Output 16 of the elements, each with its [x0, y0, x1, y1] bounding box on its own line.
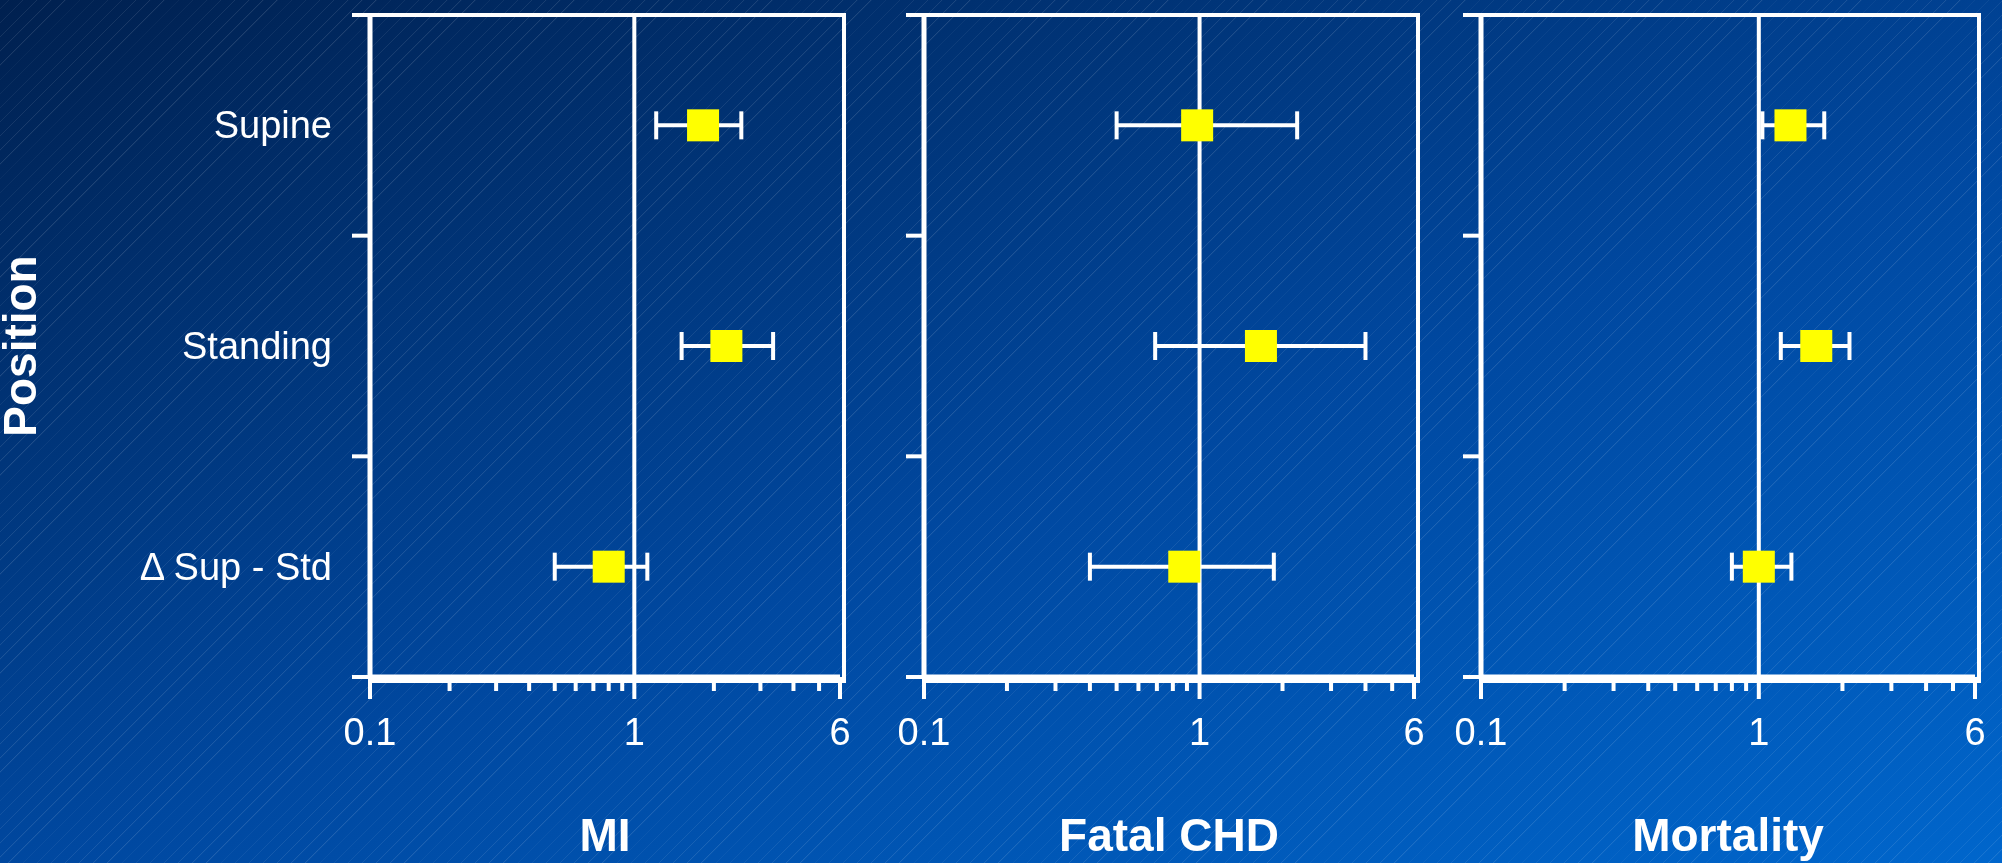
- x-tick-label: 6: [1964, 711, 1986, 753]
- y-axis-title: Position: [0, 255, 47, 437]
- y-tick-label: Δ Sup - Std: [139, 545, 332, 588]
- x-tick-label: 1: [623, 711, 645, 753]
- x-tick-label: 0.1: [897, 711, 951, 753]
- x-tick-label: 0.1: [343, 711, 397, 753]
- x-tick-label: 1: [1189, 711, 1211, 753]
- y-tick-label: Supine: [213, 104, 332, 147]
- x-tick-label: 1: [1748, 711, 1770, 753]
- x-tick-label: 6: [829, 711, 851, 753]
- x-tick-label: 0.1: [1454, 711, 1508, 753]
- y-tick-label: Standing: [181, 325, 332, 367]
- x-tick-label: 6: [1403, 711, 1425, 753]
- x-axis-title: Fatal CHD: [1059, 809, 1279, 861]
- x-axis-title: MI: [579, 809, 631, 861]
- x-axis-title: Mortality: [1632, 809, 1825, 861]
